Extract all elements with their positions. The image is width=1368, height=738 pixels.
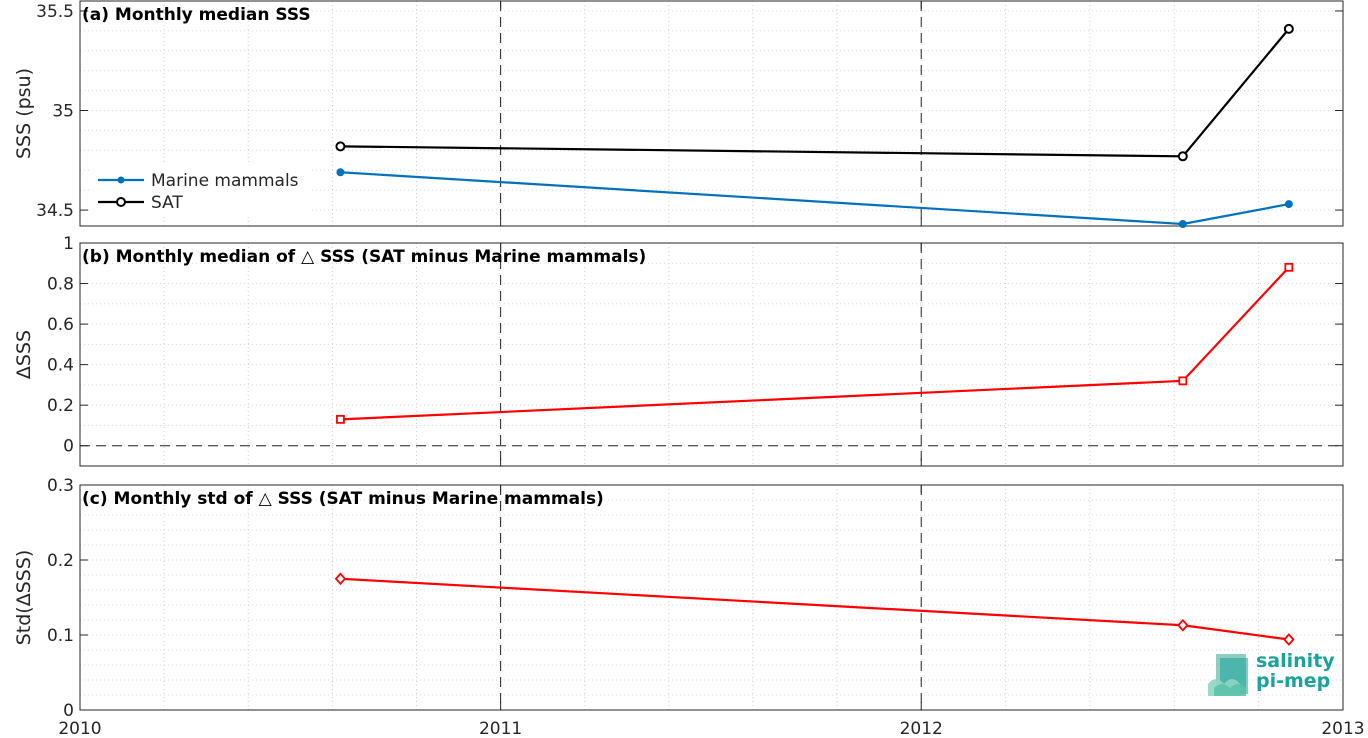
data-point	[1177, 151, 1188, 162]
axes-box	[79, 242, 1344, 467]
y-axis-label: Std(ΔSSS)	[13, 550, 35, 646]
legend-box	[92, 165, 312, 217]
legend-marker	[116, 197, 126, 207]
series-line	[340, 171, 1290, 226]
data-point	[1284, 262, 1294, 272]
y-tick-label: 0.4	[47, 356, 74, 376]
legend-label: Marine mammals	[151, 171, 299, 191]
series-line	[340, 28, 1290, 158]
y-tick-label: 0.8	[47, 275, 74, 295]
panel-1: 34.5 35 35.5 SSS (psu) (a) Monthly median SS…	[13, 0, 1344, 229]
axes-box	[79, 484, 1344, 711]
panel-title: (b) Monthly median of △ SSS (SAT minus M…	[82, 247, 646, 267]
y-tick-label: 0	[63, 701, 74, 721]
y-tick-label: 0.2	[47, 396, 74, 416]
y-tick-label: 35.5	[36, 2, 74, 22]
salinity-pi-mep-logo: salinity pi-mep	[1206, 650, 1346, 698]
data-point	[1178, 220, 1187, 229]
y-tick-label: 0.2	[47, 551, 74, 571]
logo-line-2: pi-mep	[1256, 670, 1331, 692]
data-point	[334, 572, 347, 586]
logo-line-1: salinity	[1256, 650, 1335, 672]
panel-title: (a) Monthly median SSS	[82, 5, 311, 25]
y-tick-label: 0	[63, 437, 74, 457]
panel-title: (c) Monthly std of △ SSS (SAT minus Mari…	[82, 489, 604, 509]
series-line	[340, 266, 1290, 421]
series-line	[340, 577, 1289, 641]
y-tick-label: 0.1	[47, 626, 74, 646]
data-point	[336, 414, 345, 424]
logo-waves-icon	[1208, 654, 1248, 696]
panel-3: 0 0.1 0.2 0.3 2010 2011 2012 2013 Std(ΔSSS) (c) M…	[13, 476, 1365, 738]
data-point	[1283, 633, 1295, 646]
data-point	[1283, 23, 1294, 34]
data-point	[335, 141, 346, 152]
panel-2: 0 0.2 0.4 0.6 0.8 1 ΔSSS (b) Monthly median of …	[13, 234, 1344, 467]
legend-label: SAT	[151, 193, 183, 213]
axes-box	[79, 0, 1344, 227]
y-tick-label: 1	[63, 234, 74, 254]
y-axis-label: ΔSSS	[13, 330, 35, 379]
y-tick-label: 0.6	[47, 315, 74, 335]
x-tick-label: 2011	[479, 719, 522, 738]
data-point	[1178, 376, 1188, 386]
y-tick-label: 34.5	[36, 201, 74, 221]
legend-marker	[117, 176, 125, 184]
data-point	[336, 168, 345, 177]
y-tick-label: 0.3	[47, 476, 74, 496]
data-point	[1177, 618, 1189, 632]
data-point	[1284, 200, 1293, 209]
x-tick-label: 2010	[58, 719, 101, 738]
x-tick-label: 2013	[1321, 719, 1364, 738]
y-tick-label: 35	[52, 102, 74, 122]
y-axis-label: SSS (psu)	[13, 68, 35, 159]
x-tick-label: 2012	[900, 719, 943, 738]
